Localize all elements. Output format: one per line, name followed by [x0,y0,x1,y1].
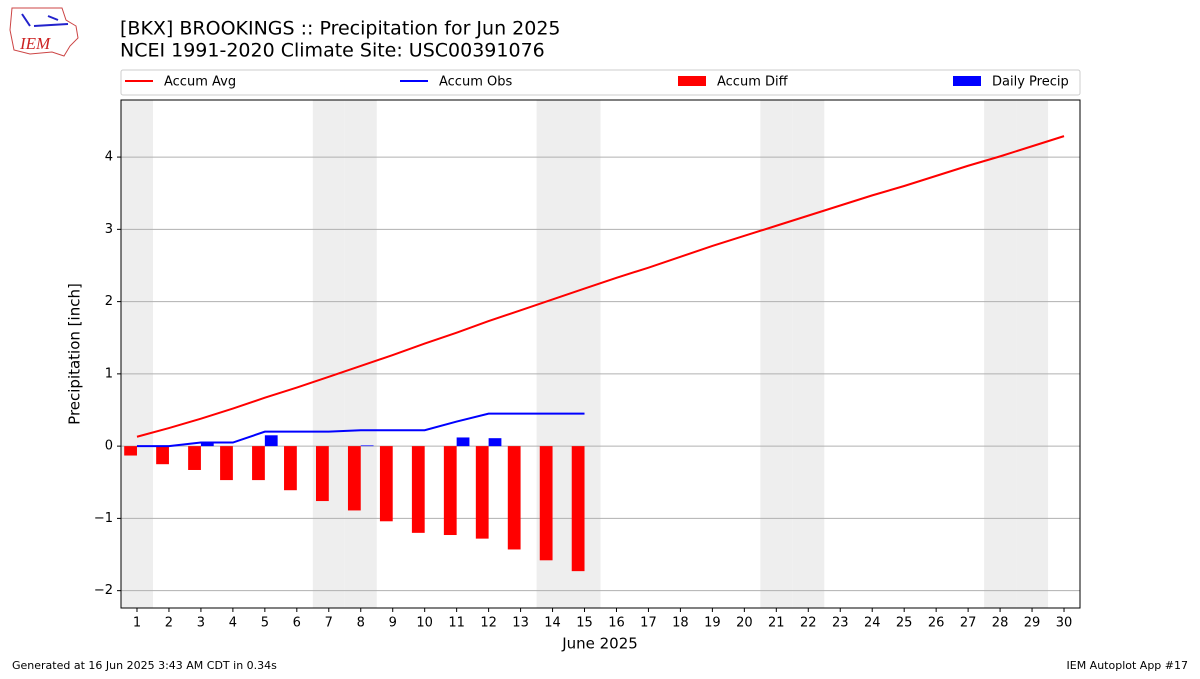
x-tick-label: 12 [480,616,497,631]
bar [200,442,214,447]
logo: IEM [9,7,79,57]
x-tick-label: 23 [832,616,849,631]
legend-swatch [678,76,706,86]
x-tick-label: 5 [261,616,269,631]
legend-label: Accum Avg [164,75,236,90]
bar [156,446,169,465]
y-tick-label: −1 [94,511,113,526]
y-tick-label: 2 [105,294,113,309]
x-tick-label: 15 [576,616,593,631]
weekend-shade [1016,100,1049,608]
x-axis-label: June 2025 [561,635,638,653]
x-tick-label: 11 [448,616,465,631]
y-tick-label: 1 [105,366,113,381]
x-tick-label: 28 [992,616,1009,631]
x-tick-label: 1 [133,616,141,631]
line [136,412,585,448]
x-tick-label: 8 [357,616,365,631]
x-tick-label: 19 [704,616,721,631]
x-tick-label: 16 [608,616,625,631]
x-tick-label: 30 [1056,616,1073,631]
x-tick-label: 22 [800,616,817,631]
bar [315,446,329,502]
x-tick-label: 3 [197,616,205,631]
y-tick-label: −2 [94,583,113,598]
bar [443,446,457,536]
plot-frame [120,99,1081,609]
bar [264,435,278,447]
bar [379,446,393,522]
x-tick-label: 24 [864,616,881,631]
y-tick-label: 3 [105,222,113,237]
x-tick-label: 9 [389,616,397,631]
y-tick-label: 0 [105,439,113,454]
weekend-shade [984,100,1017,608]
bar [507,446,521,550]
bar [124,446,137,456]
x-tick-label: 26 [928,616,945,631]
x-tick-label: 18 [672,616,689,631]
x-tick-label: 6 [293,616,301,631]
x-tick-label: 29 [1024,616,1041,631]
x-tick-label: 14 [544,616,561,631]
bar [571,446,585,572]
bar [456,437,470,447]
chart-title: [BKX] BROOKINGS :: Precipitation for Jun… [120,18,561,40]
weekend-shade [760,100,793,608]
logo-text: IEM [19,34,51,53]
x-tick-label: 21 [768,616,785,631]
footer-right: IEM Autoplot App #17 [1067,659,1189,672]
line [136,135,1065,438]
bar [360,445,374,447]
weekend-shade [344,100,377,608]
x-tick-label: 13 [512,616,529,631]
bar [411,446,425,533]
legend [120,69,1081,96]
chart-subtitle: NCEI 1991-2020 Climate Site: USC00391076 [120,40,545,62]
bar [488,438,502,447]
y-tick-label: 4 [105,150,113,165]
x-tick-label: 10 [416,616,433,631]
logo-mark [21,13,69,27]
bar [252,446,265,481]
legend-label: Accum Diff [717,75,789,90]
footer-left: Generated at 16 Jun 2025 3:43 AM CDT in … [12,659,277,672]
legend-label: Daily Precip [992,75,1069,90]
x-tick-label: 4 [229,616,237,631]
y-axis-label: Precipitation [inch] [66,283,84,425]
x-tick-label: 7 [325,616,333,631]
x-tick-label: 27 [960,616,977,631]
x-tick-label: 25 [896,616,913,631]
legend-swatch [953,76,981,86]
bar [475,446,489,539]
weekend-shade [312,100,345,608]
x-tick-label: 20 [736,616,753,631]
weekend-shade [121,100,153,608]
bar [347,446,361,511]
bar [284,446,297,491]
weekend-shade [792,100,825,608]
legend-label: Accum Obs [439,75,512,90]
bar [539,446,553,561]
x-tick-label: 17 [640,616,657,631]
bar [220,446,233,481]
x-tick-label: 2 [165,616,173,631]
logo-outline [9,7,79,57]
bar [188,446,201,470]
